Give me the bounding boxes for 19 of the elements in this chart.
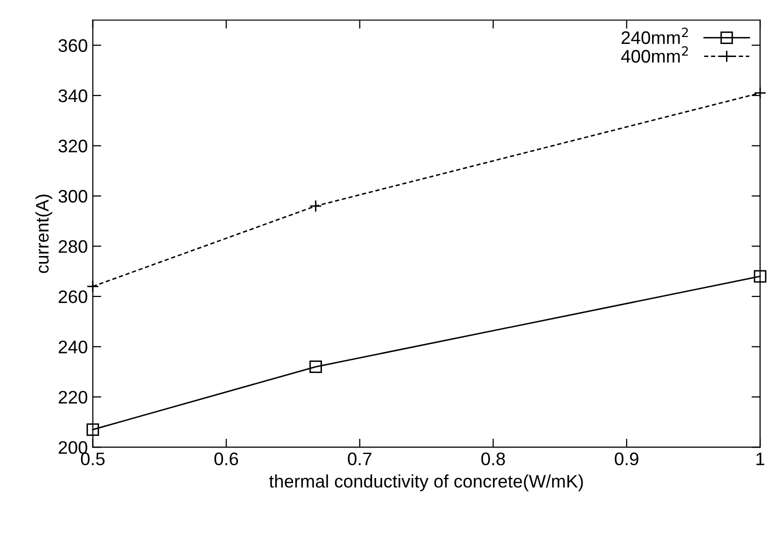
y-tick-label: 300 (58, 190, 88, 203)
y-tick-label: 340 (58, 89, 88, 102)
y-tick-label: 260 (58, 290, 88, 304)
y-tick-label: 320 (58, 140, 88, 152)
legend-label: 240mm$^{2}$ (622, 28, 688, 44)
x-tick-label: 0.7 (348, 452, 372, 466)
y-tick-label: 240 (58, 340, 88, 354)
x-tick-label: 0.6 (214, 452, 238, 466)
y-tick-label: 220 (58, 390, 88, 404)
y-tick-label: 200 (58, 441, 88, 454)
y-tick-label: 280 (58, 240, 88, 253)
x-axis-title: thermal conductivity of concrete(W/mK) (269, 474, 583, 492)
x-tick-label: 0.5 (80, 452, 105, 466)
y-axis-title: current(A) (35, 194, 52, 274)
x-tick-label: 0.8 (481, 452, 505, 466)
y-tick-label: 360 (58, 39, 88, 52)
legend-label: 400mm$^{2}$ (621, 46, 688, 63)
x-tick-label: 1 (756, 452, 764, 466)
x-tick-label: 0.9 (614, 452, 638, 466)
